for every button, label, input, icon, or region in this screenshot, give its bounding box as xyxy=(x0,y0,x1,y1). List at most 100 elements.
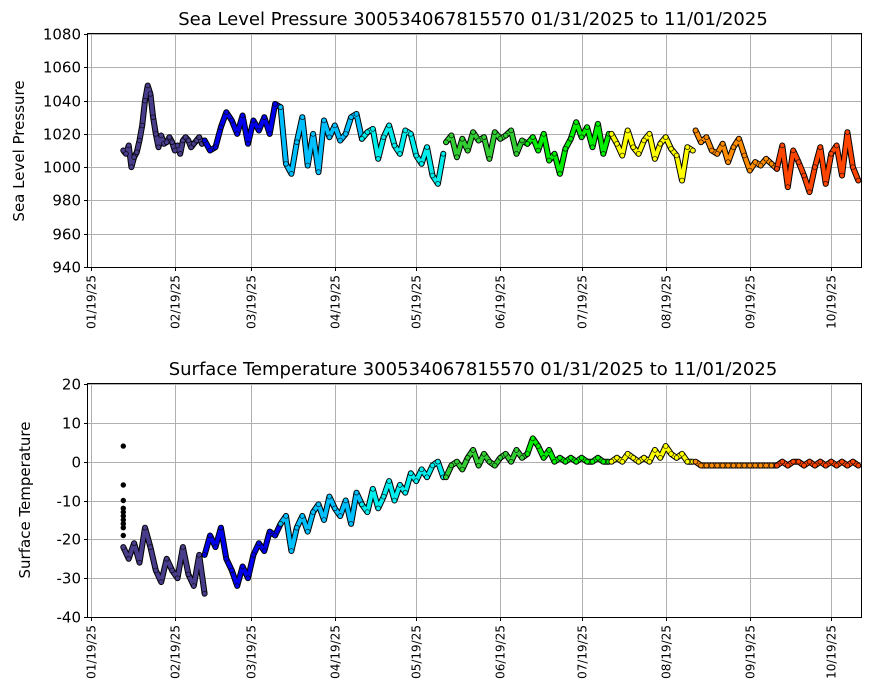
pressure-data-point xyxy=(741,152,748,159)
pressure-data-point xyxy=(299,114,305,120)
pressure-x-axis: 01/19/25 02/19/25 03/19/25 04/19/25 05/19/25… xyxy=(85,267,839,329)
pressure-data-point xyxy=(470,129,476,135)
pressure-data-point xyxy=(128,164,135,170)
pressure-data-point xyxy=(546,157,552,164)
pressure-data-point xyxy=(256,127,262,134)
temperature-data-point xyxy=(125,556,132,562)
pressure-data-point xyxy=(725,159,731,165)
pressure-data-point xyxy=(239,112,246,119)
pressure-chart-title: Sea Level Pressure 300534067815570 01/31… xyxy=(178,9,768,30)
temperature-data-point xyxy=(779,459,785,465)
temperature-data-point xyxy=(855,462,861,469)
pressure-series xyxy=(120,82,862,196)
temperature-data-point xyxy=(310,509,316,515)
pressure-xtick-label: 04/19/25 xyxy=(329,275,343,329)
pressure-data-point xyxy=(150,114,156,120)
temperature-xtick-label: 06/19/25 xyxy=(494,625,508,679)
temperature-data-point xyxy=(191,583,197,589)
temperature-series-line xyxy=(359,459,446,515)
temperature-data-point xyxy=(698,462,704,469)
pressure-data-point xyxy=(321,117,327,124)
pressure-data-point xyxy=(315,169,322,175)
temperature-data-point xyxy=(844,462,851,469)
temperature-data-point xyxy=(169,567,175,574)
pressure-data-point xyxy=(261,114,267,120)
temperature-ytick-label: -10 xyxy=(57,493,82,511)
pressure-data-point xyxy=(524,141,531,147)
pressure-series-line xyxy=(693,128,779,173)
pressure-series-line xyxy=(278,105,364,176)
pressure-series-line xyxy=(444,128,530,161)
temperature-data-point xyxy=(589,459,596,465)
temperature-data-point xyxy=(402,490,408,496)
temperature-data-point xyxy=(397,482,403,488)
pressure-data-point xyxy=(578,134,585,140)
pressure-data-point xyxy=(481,134,487,140)
temperature-data-point xyxy=(153,567,159,574)
pressure-data-point xyxy=(245,141,251,147)
temperature-data-point xyxy=(283,513,289,519)
pressure-data-point xyxy=(454,154,460,160)
pressure-data-point xyxy=(557,171,563,177)
pressure-data-point xyxy=(375,156,381,162)
temperature-data-point xyxy=(839,459,845,465)
temperature-xtick-label: 09/19/25 xyxy=(744,625,758,679)
temperature-data-point xyxy=(180,544,186,550)
temperature-y-axis: -40 -30 -20 -10 0 10 20 xyxy=(57,376,88,627)
temperature-data-point xyxy=(158,579,164,585)
pressure-data-point xyxy=(619,152,625,159)
pressure-xtick-label: 03/19/25 xyxy=(245,275,259,329)
temperature-data-point xyxy=(530,435,536,442)
temperature-data-point xyxy=(600,459,606,465)
temperature-data-point xyxy=(185,571,192,577)
pressure-data-point xyxy=(530,134,536,140)
temperature-data-point xyxy=(299,513,305,519)
temperature-ytick-label: 10 xyxy=(62,415,81,433)
pressure-data-point xyxy=(207,147,213,154)
temperature-data-point xyxy=(486,459,493,465)
temperature-data-point xyxy=(546,447,552,453)
temperature-data-point xyxy=(370,486,376,492)
pressure-data-point xyxy=(833,142,840,149)
pressure-data-point xyxy=(747,167,753,174)
pressure-data-point xyxy=(229,117,235,124)
pressure-data-point xyxy=(795,159,802,165)
temperature-data-point xyxy=(131,540,137,546)
temperature-series-line xyxy=(609,444,695,464)
temperature-ytick-label: -40 xyxy=(57,609,82,627)
temperature-data-point xyxy=(429,462,436,469)
pressure-xtick-label: 06/19/25 xyxy=(494,275,508,329)
temperature-data-point xyxy=(250,552,257,558)
temperature-data-point xyxy=(364,509,371,515)
temperature-data-point xyxy=(470,447,476,453)
pressure-data-point xyxy=(326,134,333,140)
pressure-data-point xyxy=(139,122,145,129)
pressure-data-point xyxy=(779,142,785,149)
pressure-data-point xyxy=(158,132,164,139)
temperature-data-point xyxy=(326,493,333,500)
temperature-chart-title: Surface Temperature 300534067815570 01/3… xyxy=(169,359,778,380)
temperature-ytick-label: 20 xyxy=(62,376,81,394)
temperature-data-point xyxy=(692,459,699,465)
pressure-data-point xyxy=(174,142,181,149)
temperature-data-point xyxy=(673,455,680,461)
pressure-data-point xyxy=(123,151,129,157)
pressure-data-point xyxy=(353,111,360,117)
pressure-xtick-label: 01/19/25 xyxy=(85,275,99,329)
pressure-data-point xyxy=(568,136,574,142)
temperature-data-point xyxy=(343,497,349,504)
temperature-data-point xyxy=(234,583,240,589)
pressure-data-point xyxy=(172,147,178,154)
temperature-data-point xyxy=(375,505,381,511)
pressure-data-point xyxy=(196,134,202,140)
pressure-data-point xyxy=(657,141,663,147)
temperature-data-point xyxy=(752,462,758,469)
temperature-series-line xyxy=(774,459,861,468)
temperature-data-point xyxy=(174,575,181,581)
pressure-data-point xyxy=(801,172,807,179)
pressure-data-point xyxy=(614,141,620,147)
pressure-data-point xyxy=(668,146,674,152)
temperature-data-point xyxy=(850,459,856,465)
temperature-data-point xyxy=(822,462,829,469)
temperature-data-point xyxy=(736,462,742,469)
